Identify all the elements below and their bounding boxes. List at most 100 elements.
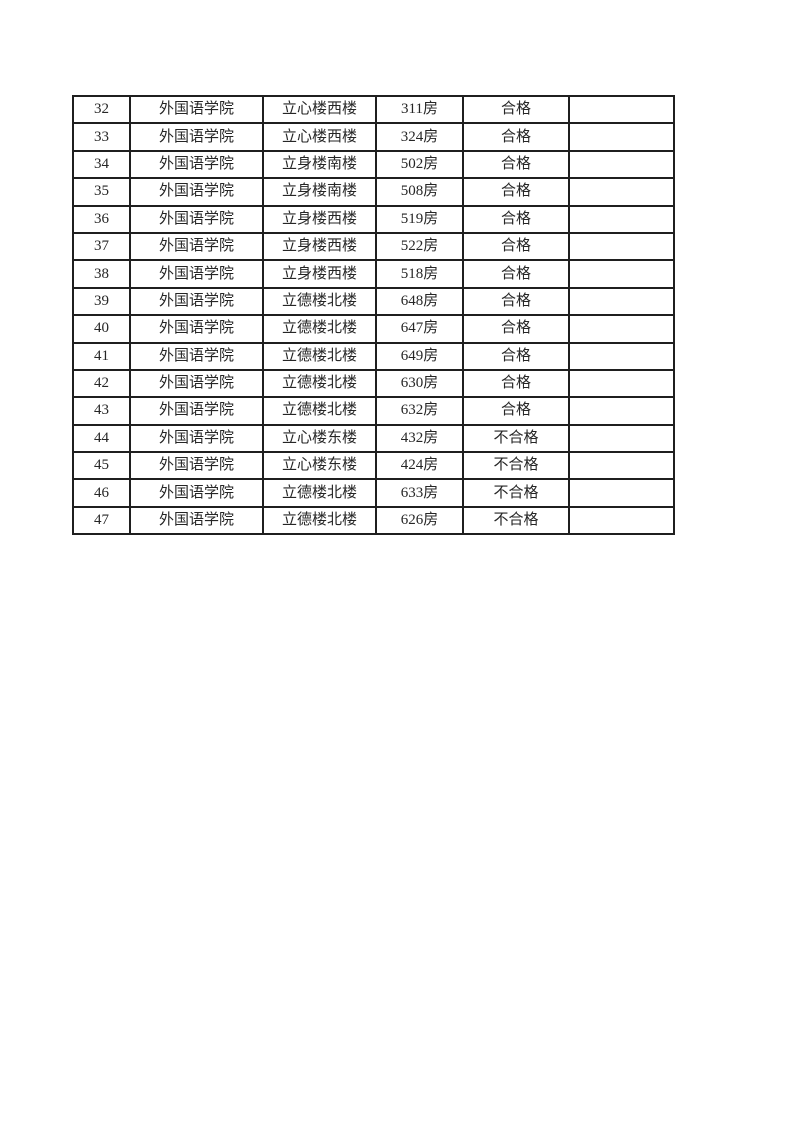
cell-room: 502房 xyxy=(375,149,464,180)
cell-room: 311房 xyxy=(375,94,464,125)
cell-room: 424房 xyxy=(375,451,464,481)
cell-room: 518房 xyxy=(375,259,464,289)
cell-building: 立心楼东楼 xyxy=(262,451,377,481)
cell-room: 626房 xyxy=(375,505,464,536)
cell-building: 立身楼西楼 xyxy=(262,204,377,234)
cell-room: 633房 xyxy=(375,478,464,508)
cell-result: 不合格 xyxy=(462,478,570,508)
cell-building: 立身楼西楼 xyxy=(262,259,377,289)
cell-building: 立心楼西楼 xyxy=(262,94,377,125)
cell-result: 合格 xyxy=(462,204,570,234)
table-row: 45 外国语学院 立心楼东楼 424房 不合格 xyxy=(72,451,675,481)
cell-college: 外国语学院 xyxy=(129,314,264,344)
table-row: 39 外国语学院 立德楼北楼 648房 合格 xyxy=(72,286,675,317)
cell-room: 632房 xyxy=(375,396,464,426)
cell-row-number: 42 xyxy=(72,368,131,399)
table-row: 43 外国语学院 立德楼北楼 632房 合格 xyxy=(72,396,675,426)
table-row: 40 外国语学院 立德楼北楼 647房 合格 xyxy=(72,314,675,344)
cell-result: 合格 xyxy=(462,396,570,426)
cell-college: 外国语学院 xyxy=(129,122,264,152)
cell-college: 外国语学院 xyxy=(129,286,264,317)
cell-room: 522房 xyxy=(375,231,464,262)
cell-note xyxy=(568,505,675,536)
cell-college: 外国语学院 xyxy=(129,177,264,207)
cell-row-number: 32 xyxy=(72,94,131,125)
table-row: 46 外国语学院 立德楼北楼 633房 不合格 xyxy=(72,478,675,508)
cell-row-number: 34 xyxy=(72,149,131,180)
cell-result: 合格 xyxy=(462,231,570,262)
cell-note xyxy=(568,286,675,317)
cell-row-number: 33 xyxy=(72,122,131,152)
table-row: 47 外国语学院 立德楼北楼 626房 不合格 xyxy=(72,505,675,536)
cell-note xyxy=(568,122,675,152)
table-row: 44 外国语学院 立心楼东楼 432房 不合格 xyxy=(72,423,675,454)
cell-building: 立德楼北楼 xyxy=(262,314,377,344)
cell-note xyxy=(568,231,675,262)
cell-result: 合格 xyxy=(462,149,570,180)
cell-college: 外国语学院 xyxy=(129,478,264,508)
cell-college: 外国语学院 xyxy=(129,259,264,289)
cell-college: 外国语学院 xyxy=(129,204,264,234)
table-row: 38 外国语学院 立身楼西楼 518房 合格 xyxy=(72,259,675,289)
cell-row-number: 39 xyxy=(72,286,131,317)
cell-room: 432房 xyxy=(375,423,464,454)
cell-room: 324房 xyxy=(375,122,464,152)
cell-note xyxy=(568,94,675,125)
cell-result: 合格 xyxy=(462,368,570,399)
cell-note xyxy=(568,396,675,426)
cell-college: 外国语学院 xyxy=(129,341,264,371)
cell-building: 立德楼北楼 xyxy=(262,286,377,317)
cell-building: 立身楼南楼 xyxy=(262,149,377,180)
cell-note xyxy=(568,259,675,289)
cell-college: 外国语学院 xyxy=(129,396,264,426)
cell-building: 立心楼东楼 xyxy=(262,423,377,454)
cell-row-number: 47 xyxy=(72,505,131,536)
cell-college: 外国语学院 xyxy=(129,149,264,180)
cell-result: 合格 xyxy=(462,94,570,125)
cell-result: 不合格 xyxy=(462,451,570,481)
cell-note xyxy=(568,149,675,180)
cell-note xyxy=(568,423,675,454)
table-row: 37 外国语学院 立身楼西楼 522房 合格 xyxy=(72,231,675,262)
cell-row-number: 45 xyxy=(72,451,131,481)
cell-result: 不合格 xyxy=(462,423,570,454)
cell-building: 立身楼南楼 xyxy=(262,177,377,207)
cell-room: 647房 xyxy=(375,314,464,344)
cell-row-number: 37 xyxy=(72,231,131,262)
cell-room: 519房 xyxy=(375,204,464,234)
cell-note xyxy=(568,341,675,371)
table-row: 42 外国语学院 立德楼北楼 630房 合格 xyxy=(72,368,675,399)
cell-room: 649房 xyxy=(375,341,464,371)
cell-result: 合格 xyxy=(462,341,570,371)
cell-result: 合格 xyxy=(462,177,570,207)
cell-college: 外国语学院 xyxy=(129,94,264,125)
cell-result: 合格 xyxy=(462,286,570,317)
cell-note xyxy=(568,478,675,508)
cell-row-number: 43 xyxy=(72,396,131,426)
cell-building: 立德楼北楼 xyxy=(262,505,377,536)
cell-result: 合格 xyxy=(462,122,570,152)
cell-result: 合格 xyxy=(462,259,570,289)
cell-result: 不合格 xyxy=(462,505,570,536)
table-body: 32 外国语学院 立心楼西楼 311房 合格 33 外国语学院 立心楼西楼 324房 合格 34 外国… xyxy=(72,94,675,536)
cell-room: 630房 xyxy=(375,368,464,399)
cell-college: 外国语学院 xyxy=(129,231,264,262)
cell-note xyxy=(568,204,675,234)
cell-row-number: 36 xyxy=(72,204,131,234)
table-row: 35 外国语学院 立身楼南楼 508房 合格 xyxy=(72,177,675,207)
cell-note xyxy=(568,177,675,207)
cell-row-number: 38 xyxy=(72,259,131,289)
cell-college: 外国语学院 xyxy=(129,368,264,399)
cell-room: 508房 xyxy=(375,177,464,207)
cell-result: 合格 xyxy=(462,314,570,344)
table-row: 32 外国语学院 立心楼西楼 311房 合格 xyxy=(72,94,675,125)
cell-row-number: 35 xyxy=(72,177,131,207)
cell-note xyxy=(568,314,675,344)
cell-note xyxy=(568,368,675,399)
cell-building: 立德楼北楼 xyxy=(262,341,377,371)
cell-row-number: 40 xyxy=(72,314,131,344)
table-row: 33 外国语学院 立心楼西楼 324房 合格 xyxy=(72,122,675,152)
cell-building: 立德楼北楼 xyxy=(262,396,377,426)
inspection-results-table: 32 外国语学院 立心楼西楼 311房 合格 33 外国语学院 立心楼西楼 324房 合格 34 外国… xyxy=(72,94,675,536)
cell-building: 立身楼西楼 xyxy=(262,231,377,262)
